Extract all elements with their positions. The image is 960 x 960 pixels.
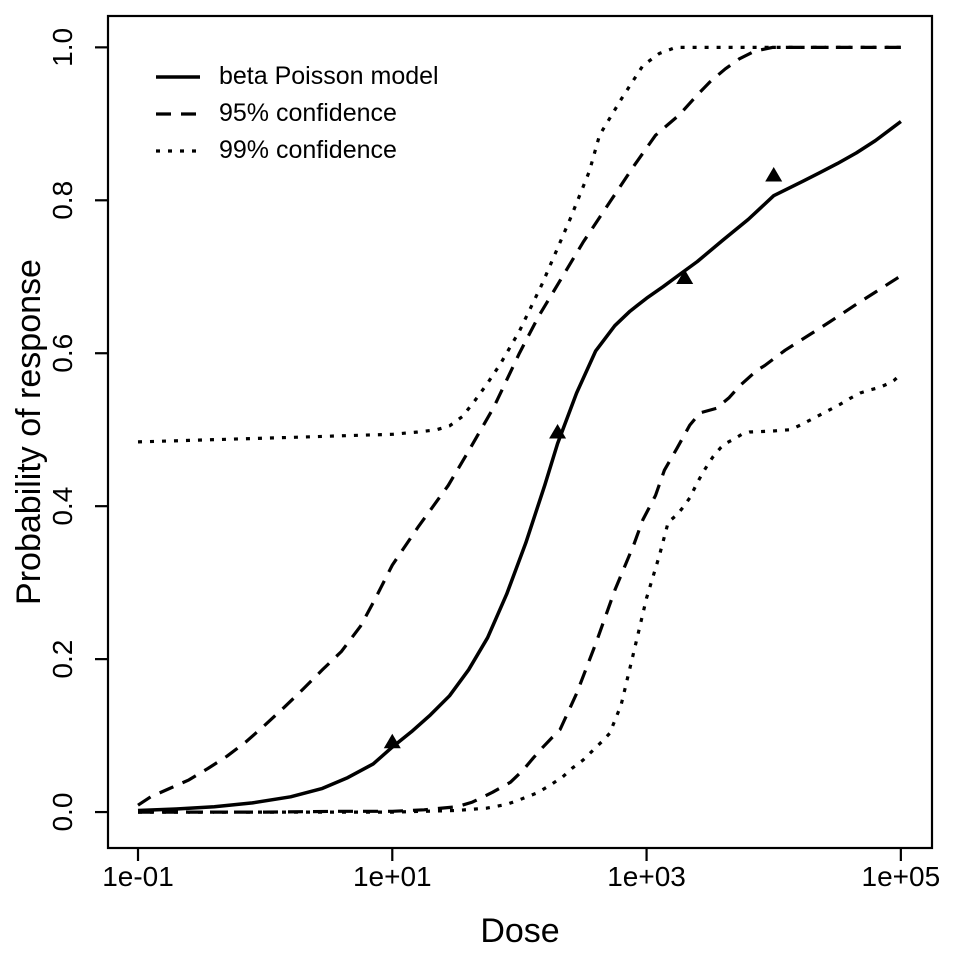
x-tick-label: 1e+01 (353, 861, 432, 892)
y-tick-label: 0.2 (47, 640, 78, 679)
legend-item: 99% confidence (155, 137, 439, 164)
y-tick-label: 0.4 (47, 487, 78, 526)
legend-label: 99% confidence (219, 136, 397, 164)
y-tick-label: 1.0 (47, 28, 78, 67)
x-tick-label: 1e+03 (607, 861, 686, 892)
y-tick-label: 0.6 (47, 334, 78, 373)
observed-point-marker (765, 167, 783, 182)
y-tick-label: 0.8 (47, 181, 78, 220)
y-tick-label: 0.0 (47, 793, 78, 832)
curve-99-confidence-upper (137, 45, 901, 444)
plot-border (106, 14, 934, 850)
curve-95-confidence-lower (138, 274, 902, 814)
legend-line-sample-dashed (156, 111, 200, 116)
legend-line-sample-dotted (156, 148, 200, 153)
x-axis-title: Dose (480, 912, 560, 950)
x-tick-label: 1e+05 (862, 861, 941, 892)
y-axis-title: Probability of response (10, 259, 48, 605)
x-tick-label: 1e-01 (102, 861, 174, 892)
observed-point-marker (549, 424, 567, 439)
legend-item: beta Poisson model (155, 63, 439, 90)
curve-beta-poisson-model (137, 120, 902, 813)
legend-label: beta Poisson model (219, 62, 439, 90)
legend-line-sample-solid (156, 74, 200, 79)
legend: beta Poisson model 95% confidence 99% conf… (155, 63, 439, 164)
curve-95-confidence-upper (137, 45, 901, 807)
observed-point-marker (383, 733, 401, 749)
legend-label: 95% confidence (219, 99, 397, 127)
legend-item: 95% confidence (155, 100, 439, 127)
observed-point-marker (676, 269, 694, 285)
curve-99-confidence-lower (138, 372, 903, 814)
